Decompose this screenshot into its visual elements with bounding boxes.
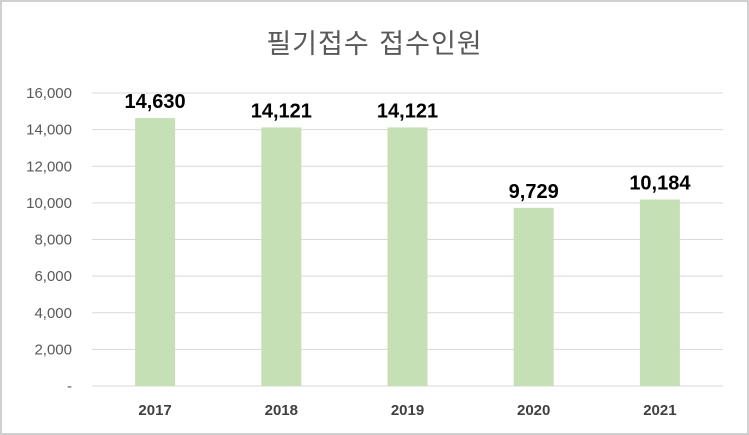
x-tick-label: 2021 (643, 402, 676, 419)
y-tick-label: 16,000 (26, 85, 72, 102)
y-tick-label: 4,000 (34, 305, 72, 322)
data-label: 14,121 (377, 100, 438, 122)
y-tick-label: 6,000 (34, 268, 72, 285)
data-label: 9,729 (509, 181, 559, 203)
data-label: 14,121 (251, 100, 312, 122)
bar (135, 118, 176, 386)
y-axis-ticks: - 2,000 4,000 6,000 8,000 10,000 12,000 14,000 1… (26, 85, 72, 395)
data-label: 10,184 (629, 173, 691, 195)
y-tick-label: 2,000 (34, 341, 72, 358)
bar (639, 199, 680, 386)
bar (513, 207, 554, 386)
x-axis-ticks: 2017 2018 2019 2020 2021 (138, 402, 676, 419)
y-tick-label: 12,000 (26, 158, 72, 175)
bar (387, 127, 428, 387)
bars (135, 118, 680, 387)
x-tick-label: 2017 (138, 402, 171, 419)
y-tick-label: - (67, 378, 72, 395)
x-tick-label: 2018 (265, 402, 298, 419)
x-tick-label: 2019 (391, 402, 424, 419)
chart-title: 필기접수 접수인원 (266, 29, 483, 60)
x-tick-label: 2020 (517, 402, 550, 419)
y-tick-label: 14,000 (26, 122, 72, 139)
data-label: 14,630 (125, 91, 186, 113)
bar (261, 127, 302, 387)
y-tick-label: 10,000 (26, 195, 72, 212)
y-tick-label: 8,000 (34, 232, 72, 249)
data-labels: 14,630 14,121 14,121 9,729 10,184 (125, 91, 692, 203)
